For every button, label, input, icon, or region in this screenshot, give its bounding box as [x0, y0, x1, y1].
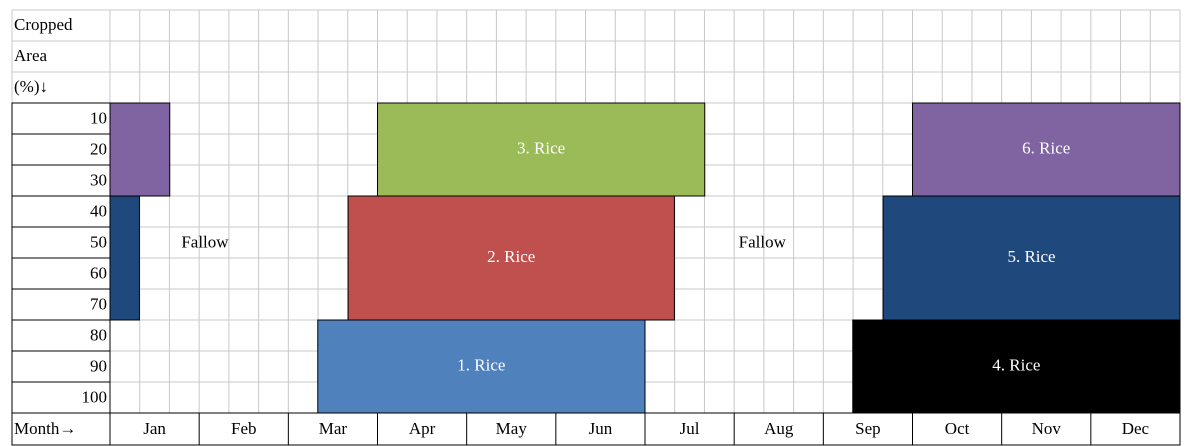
- row-label: 10: [90, 108, 107, 127]
- row-label: 60: [90, 263, 107, 282]
- month-row: [11, 412, 1181, 446]
- annotation: Fallow: [739, 232, 787, 251]
- block-label: 3. Rice: [517, 138, 565, 157]
- crop-block: [317, 319, 646, 414]
- month-label-title: Month→: [14, 419, 76, 438]
- month-label: Jul: [680, 419, 700, 438]
- row-label: 90: [90, 356, 107, 375]
- crop-block: [377, 102, 706, 197]
- crop-block: [882, 195, 1181, 321]
- month-label: Dec: [1122, 419, 1150, 438]
- header-line: Area: [14, 46, 47, 65]
- header-line: (%)↓: [14, 77, 48, 96]
- row-label: 20: [90, 139, 107, 158]
- month-label: Aug: [764, 419, 794, 438]
- month-label: Jun: [589, 419, 613, 438]
- month-label: Nov: [1032, 419, 1062, 438]
- block-label: 5. Rice: [1007, 247, 1055, 266]
- block-label: 1. Rice: [457, 355, 505, 374]
- block-label: 6. Rice: [1022, 138, 1070, 157]
- month-label: Jan: [143, 419, 166, 438]
- row-label: 50: [90, 232, 107, 251]
- crop-block: [347, 195, 675, 321]
- crop-block: [109, 195, 140, 321]
- crop-block: [852, 319, 1181, 414]
- row-label: 30: [90, 170, 107, 189]
- month-label: Mar: [319, 419, 348, 438]
- row-label: 100: [82, 387, 108, 406]
- block-label: 4. Rice: [992, 355, 1040, 374]
- month-label: Sep: [855, 419, 881, 438]
- month-label: Oct: [945, 419, 970, 438]
- block-label: 2. Rice: [487, 247, 535, 266]
- month-label: May: [496, 419, 528, 438]
- month-label: Feb: [231, 419, 257, 438]
- row-label: 40: [90, 201, 107, 220]
- row-label: 80: [90, 325, 107, 344]
- crop-block: [109, 102, 171, 197]
- header-line: Cropped: [14, 15, 73, 34]
- annotation: Fallow: [181, 232, 229, 251]
- month-label: Apr: [409, 419, 436, 438]
- row-label: 70: [90, 294, 107, 313]
- crop-block: [912, 102, 1181, 197]
